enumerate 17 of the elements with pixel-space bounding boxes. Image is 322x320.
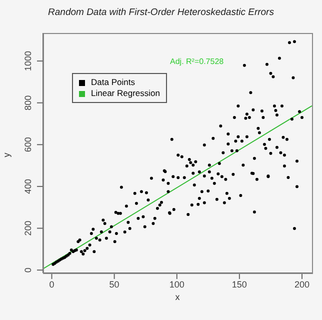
y-tick-label: 400 bbox=[23, 178, 33, 194]
chart-title: Random Data with First-Order Heteroskedastic Errors bbox=[47, 7, 275, 18]
x-tick-label: 50 bbox=[109, 279, 120, 290]
x-tick-label: 0 bbox=[49, 279, 54, 290]
y-tick-label: 0 bbox=[23, 268, 33, 273]
y-axis-title: y bbox=[1, 152, 12, 158]
y-tick-label: 600 bbox=[23, 137, 33, 152]
legend-label: Linear Regression bbox=[90, 88, 160, 99]
y-tick-label: 800 bbox=[23, 95, 33, 110]
x-tick-label: 200 bbox=[294, 279, 310, 290]
x-tick-label: 150 bbox=[232, 279, 247, 290]
y-tick-label: 1000 bbox=[23, 51, 33, 72]
y-tick-label: 200 bbox=[23, 220, 33, 236]
x-tick-label: 100 bbox=[169, 279, 184, 290]
annotation: Adj. R²=0.7528 bbox=[170, 57, 224, 66]
legend-label: Data Points bbox=[90, 77, 136, 88]
x-axis-title: x bbox=[174, 292, 181, 302]
